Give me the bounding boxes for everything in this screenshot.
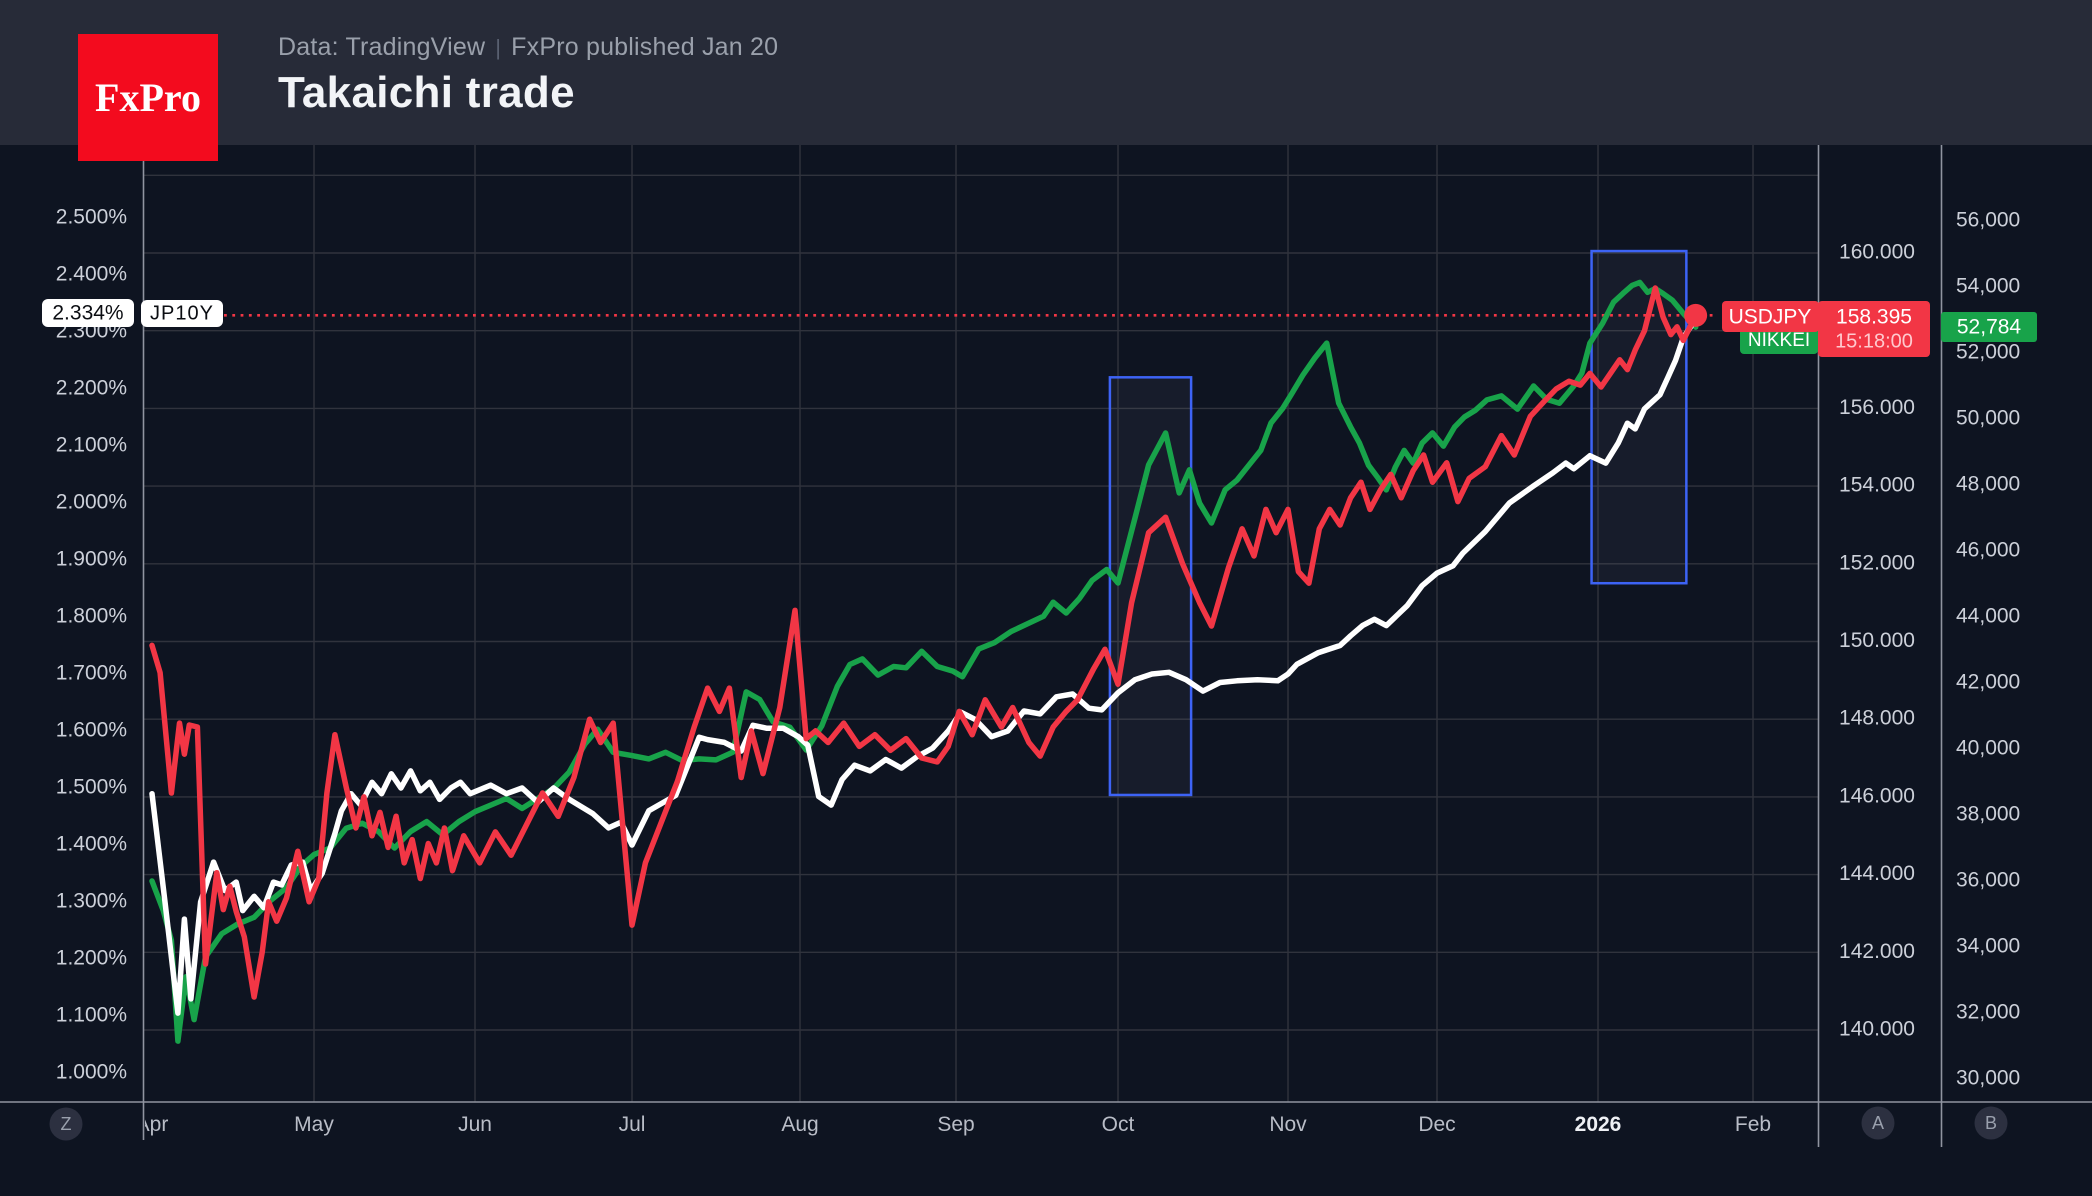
- x-axis-tick-sep: Sep: [937, 1113, 974, 1136]
- timeline-button-a[interactable]: A: [1861, 1106, 1895, 1140]
- y-axis-tick-nikkei: 40,000: [1956, 737, 2020, 760]
- nikkei-value-box: [1941, 312, 2037, 342]
- fxpro-logo: FxPro: [78, 34, 218, 161]
- y-axis-tick-usdjpy: 160.000: [1839, 241, 1915, 264]
- y-axis-tick-usdjpy: 156.000: [1839, 396, 1915, 419]
- y-axis-tick-nikkei: 42,000: [1956, 671, 2020, 694]
- x-axis-tick-dec: Dec: [1418, 1113, 1455, 1136]
- usdjpy-value-box: [1818, 301, 1930, 357]
- y-axis-tick-nikkei: 52,000: [1956, 341, 2020, 364]
- subtitle-divider: |: [495, 35, 502, 60]
- series-nikkei-line[interactable]: [149, 279, 1699, 1044]
- y-axis-tick-nikkei: 34,000: [1956, 935, 2020, 958]
- price-scale-nikkei[interactable]: 56,000 54,000 52,000 50,000 48,000 46,000 44,0…: [1956, 209, 2020, 1090]
- y-axis-tick-left: 1.500%: [56, 776, 127, 799]
- y-axis-tick-nikkei: 50,000: [1956, 407, 2020, 430]
- data-source-line: Data: TradingView | FxPro published Jan 20: [278, 33, 778, 62]
- jp10y-value-box: [42, 299, 134, 327]
- y-axis-tick-usdjpy: 152.000: [1839, 551, 1915, 574]
- timeline-button-b[interactable]: B: [1974, 1106, 2008, 1140]
- y-axis-tick-left: 2.500%: [56, 206, 127, 229]
- last-price-dot: [1684, 303, 1708, 327]
- timeline-button-label: Z: [61, 1114, 72, 1134]
- y-axis-tick-nikkei: 32,000: [1956, 1001, 2020, 1024]
- y-axis-tick-nikkei: 36,000: [1956, 869, 2020, 892]
- header: FxPro Data: TradingView | FxPro published …: [0, 0, 2092, 161]
- x-axis-tick-oct: Oct: [1102, 1113, 1135, 1136]
- jp10y-name-label: JP10Y: [150, 302, 214, 324]
- timeline-button-label: A: [1872, 1113, 1884, 1133]
- series-jp10y-line[interactable]: [149, 309, 1699, 1016]
- y-axis-tick-nikkei: 48,000: [1956, 473, 2020, 496]
- highlight-box[interactable]: [1108, 376, 1193, 797]
- y-axis-tick-left: 1.400%: [56, 833, 127, 856]
- y-axis-tick-left: 2.100%: [56, 434, 127, 457]
- usdjpy-name-label: USDJPY: [1729, 306, 1812, 329]
- time-scale[interactable]: Apr May Jun Jul Aug Sep Oct Nov Dec 2026 Feb: [136, 1113, 1771, 1136]
- y-axis-tick-nikkei: 44,000: [1956, 605, 2020, 628]
- x-axis-tick-jun: Jun: [458, 1113, 492, 1136]
- y-axis-tick-left: 1.200%: [56, 947, 127, 970]
- y-axis-tick-nikkei: 38,000: [1956, 803, 2020, 826]
- x-axis-tick-apr: Apr: [136, 1113, 169, 1136]
- jp10y-name-box: [141, 300, 223, 327]
- y-axis-tick-left: 1.700%: [56, 662, 127, 685]
- y-axis-tick-usdjpy: 148.000: [1839, 707, 1915, 730]
- x-axis-tick-aug: Aug: [781, 1113, 818, 1136]
- data-source-label: Data: TradingView: [278, 33, 486, 61]
- y-axis-tick-nikkei: 54,000: [1956, 275, 2020, 298]
- y-axis-tick-left: 2.000%: [56, 491, 127, 514]
- timeline-button-z[interactable]: Z: [49, 1107, 83, 1141]
- y-axis-tick-left: 1.000%: [56, 1061, 127, 1084]
- x-axis-tick-may: May: [294, 1113, 334, 1136]
- y-axis-tick-left: 1.900%: [56, 548, 127, 571]
- y-axis-tick-usdjpy: 154.000: [1839, 474, 1915, 497]
- y-axis-tick-usdjpy: 140.000: [1839, 1018, 1915, 1041]
- nikkei-name-label: NIKKEI: [1748, 330, 1810, 351]
- jp10y-value-label: 2.334%: [52, 302, 123, 325]
- y-axis-tick-left: 1.800%: [56, 605, 127, 628]
- x-axis-tick-feb: Feb: [1735, 1113, 1771, 1136]
- y-axis-tick-usdjpy: 146.000: [1839, 784, 1915, 807]
- nikkei-value-label: 52,784: [1957, 316, 2022, 339]
- y-axis-tick-nikkei: 46,000: [1956, 539, 2020, 562]
- x-axis-tick-2026: 2026: [1575, 1113, 1622, 1136]
- y-axis-tick-usdjpy: 150.000: [1839, 629, 1915, 652]
- y-axis-tick-nikkei: 56,000: [1956, 209, 2020, 232]
- usdjpy-time-label: 15:18:00: [1835, 330, 1913, 352]
- y-axis-tick-left: 1.100%: [56, 1004, 127, 1027]
- y-axis-tick-usdjpy: 142.000: [1839, 940, 1915, 963]
- nikkei-name-badge: [1740, 326, 1818, 354]
- grid: [143, 145, 1819, 1102]
- y-axis-tick-left: 1.300%: [56, 890, 127, 913]
- header-titles: Data: TradingView | FxPro published Jan 20…: [278, 33, 778, 118]
- series-usdjpy-line[interactable]: [149, 285, 1699, 1000]
- published-label: FxPro published Jan 20: [511, 33, 779, 61]
- y-axis-tick-left: 2.400%: [56, 263, 127, 286]
- price-scale-left[interactable]: 2.500%2.400%2.300%2.200%2.100%2.000%1.90…: [56, 206, 127, 1084]
- usdjpy-name-badge: [1722, 301, 1819, 332]
- x-axis-tick-nov: Nov: [1269, 1113, 1307, 1136]
- fxpro-logo-text: FxPro: [95, 75, 201, 120]
- y-axis-tick-left: 1.600%: [56, 719, 127, 742]
- page-title: Takaichi trade: [278, 68, 575, 117]
- timeline-button-label: B: [1985, 1113, 1997, 1133]
- usdjpy-value-label: 158.395: [1836, 306, 1912, 329]
- y-axis-tick-usdjpy: 144.000: [1839, 862, 1915, 885]
- x-axis-tick-jul: Jul: [619, 1113, 646, 1136]
- y-axis-tick-nikkei: 30,000: [1956, 1067, 2020, 1090]
- y-axis-tick-left: 2.200%: [56, 377, 127, 400]
